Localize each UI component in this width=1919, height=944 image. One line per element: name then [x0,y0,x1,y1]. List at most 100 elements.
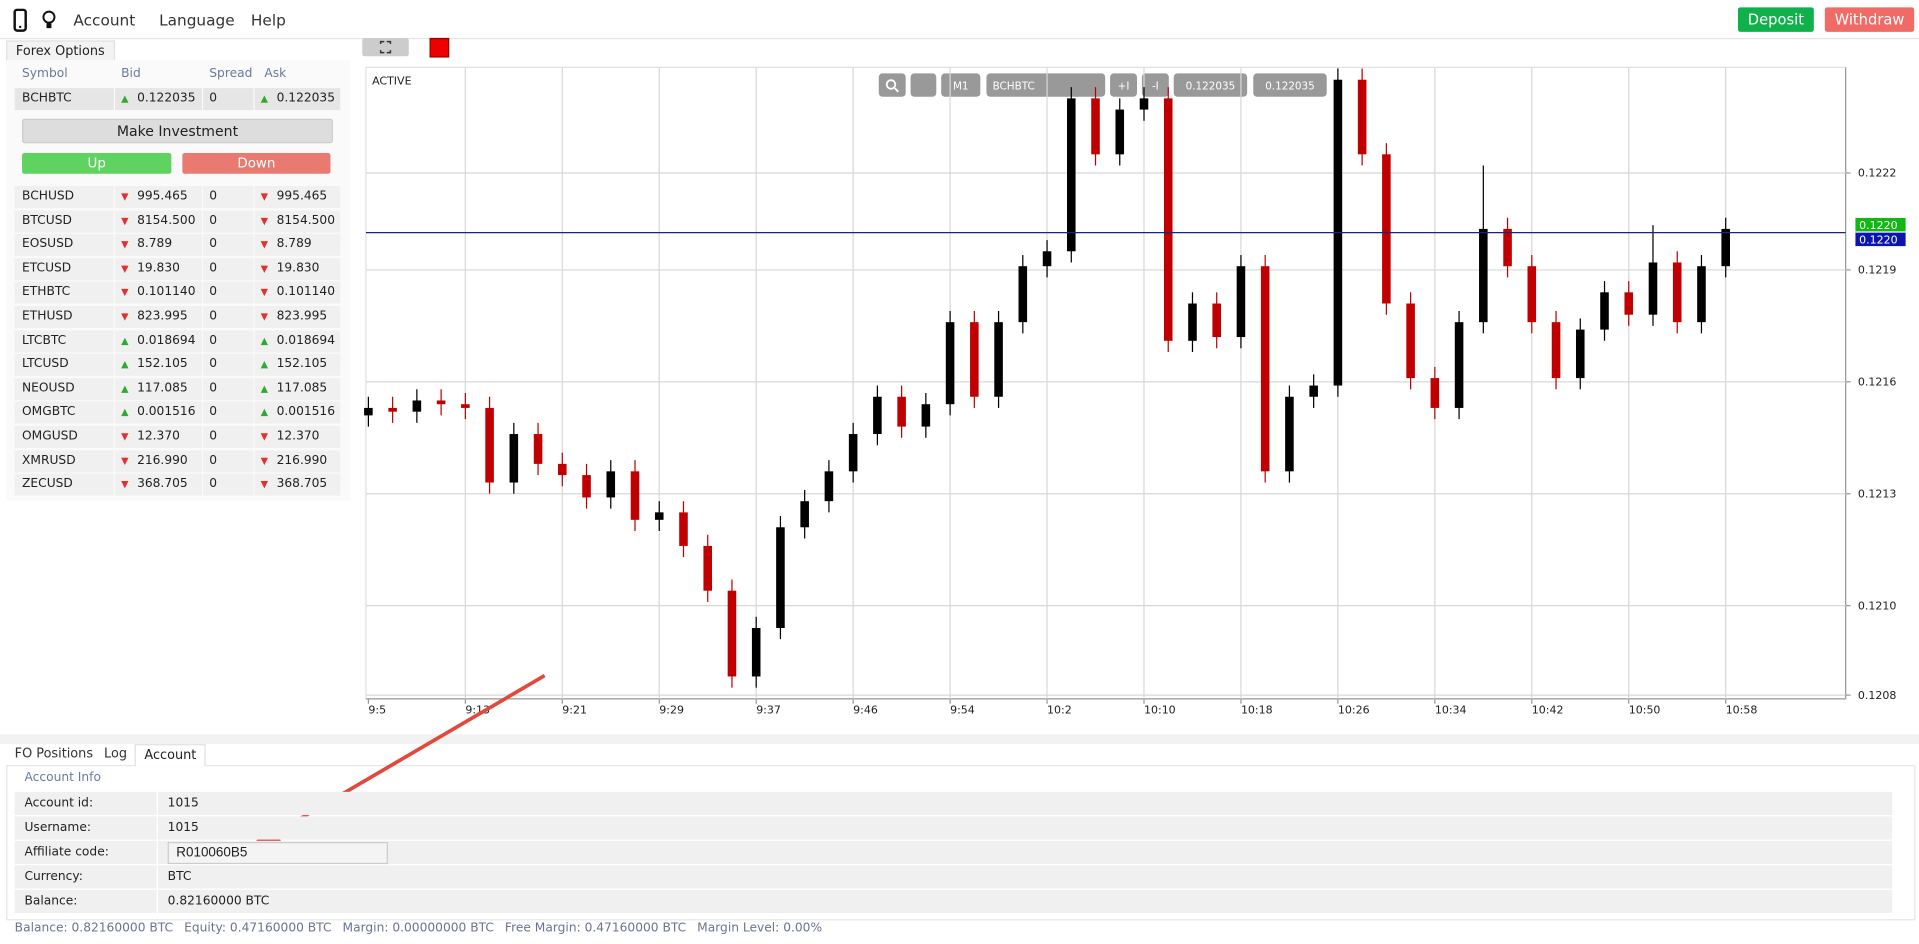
symbol-row[interactable]: OMGUSD 12.370 0 12.370 [14,425,341,448]
trend-arrow [121,241,129,249]
symbol-row[interactable]: ZECUSD 368.705 0 368.705 [14,473,341,496]
candle-body [1721,228,1730,267]
symbol-row[interactable]: ETCUSD 19.830 0 19.830 [14,257,341,281]
zoom-button[interactable] [878,73,906,97]
cell: 8154.500 [115,210,202,233]
candle-body [509,434,519,483]
candle-body [1212,303,1221,338]
price-label: 0.1220 [1859,234,1898,247]
chart-status: ACTIVE [372,74,412,87]
candle-body [1672,262,1682,323]
y-tick-label: 0.1213 [1858,487,1897,500]
cell: 0.122035 [254,88,341,111]
candle-body [1091,98,1100,155]
symbol-row[interactable]: BCHUSD 995.465 0 995.465 [14,186,341,209]
nav-item[interactable]: Help [250,11,286,30]
symbol-row[interactable]: LTCUSD 152.105 0 152.105 [14,353,341,376]
symbol-row[interactable]: LTCBTC 0.018694 0 0.018694 [14,329,341,352]
toolbar-button[interactable] [1141,73,1169,97]
symbol-row[interactable]: OMGBTC 0.001516 0 0.001516 [14,401,341,424]
candle-body [1648,262,1658,315]
spread: 0 [209,381,218,396]
symbol-row[interactable]: ETHBTC 0.101140 0 0.101140 [14,281,341,305]
deposit-button[interactable]: Deposit [1737,7,1814,32]
cell: OMGUSD [14,425,114,448]
trend-arrow [121,361,129,369]
x-tick-label: 9:54 [950,704,975,717]
symbol-row[interactable]: EOSUSD 8.789 0 8.789 [14,233,341,257]
cell: 0.101140 [115,281,202,305]
toolbar-button[interactable] [941,73,981,97]
cell: 368.705 [115,473,202,496]
nav-item[interactable]: Language [159,11,235,30]
trend-arrow [260,385,269,393]
bulb-icon[interactable] [40,10,57,32]
down-button[interactable]: Down [182,152,331,174]
candle-body [1285,396,1294,472]
bid: 152.105 [137,357,188,372]
candle-body [606,471,616,498]
splitter [0,734,1919,745]
toolbar-button[interactable] [1110,73,1138,97]
symbol: ETCUSD [22,261,72,276]
ask: 117.085 [276,381,328,396]
candle-body [1551,322,1561,379]
trend-arrow [260,313,269,321]
candle-body [751,627,761,677]
symbol-row[interactable]: ETHUSD 823.995 0 823.995 [14,305,341,329]
candle-body [897,396,906,427]
x-tick-label: 9:29 [659,704,684,717]
toolbar-button[interactable] [1173,73,1248,97]
withdraw-button[interactable]: Withdraw [1824,7,1915,32]
toolbar: M1 BCHBTC +I -I 0.122035 0.122035 [878,73,1327,97]
spread: 0 [209,477,218,492]
cell: EOSUSD [14,233,114,257]
panel-tab[interactable]: Forex Options [6,40,115,63]
bottom-tab[interactable]: Log [104,746,127,762]
price-badge [1855,217,1906,232]
ask: 8.789 [276,237,312,252]
toolbar-button[interactable] [986,73,1106,97]
toolbar-button[interactable] [910,73,937,97]
candle-body [1697,266,1706,323]
symbol-row[interactable]: XMRUSD 216.990 0 216.990 [14,449,341,472]
toolbar-button[interactable] [1253,73,1327,97]
spread: 0 [209,285,218,300]
x-tick-label: 9:46 [853,704,878,717]
candle-body [1600,292,1609,330]
bottom-tab[interactable]: FO Positions [14,746,94,762]
phone-icon[interactable] [12,8,29,33]
bottom-tab[interactable]: Account [134,744,207,767]
trend-arrow [260,481,269,489]
candle-body [679,512,688,546]
up-button[interactable]: Up [22,152,172,174]
symbol-row[interactable]: BTCUSD 8154.500 0 8154.500 [14,210,341,233]
field-value: 0.82160000 BTC [167,894,270,909]
symbol-row[interactable]: BCHBTC 0.122035 0 0.122035 [14,88,341,111]
affiliate-input[interactable]: R010060B5 [167,842,388,865]
cell: ETHBTC [14,281,114,305]
candle-body [1575,329,1585,379]
column-header: Bid [121,67,141,81]
x-tick-label: 10:58 [1726,704,1758,717]
fullscreen-button[interactable] [362,37,409,57]
cell: 19.830 [254,257,341,281]
cell: 0 [203,281,254,305]
trend-arrow [121,313,129,321]
cell: 0 [203,353,254,376]
cell: LTCBTC [14,329,114,352]
make-investment-button[interactable]: Make Investment [22,118,333,144]
color-swatch[interactable] [429,37,450,58]
cell: 0.122035 [115,88,202,111]
symbol-row[interactable]: NEOUSD 117.085 0 117.085 [14,377,341,400]
field-label: Balance: [24,894,78,909]
trend-arrow [121,337,129,345]
symbol: EOSUSD [22,237,74,252]
candle-body [364,407,373,416]
candle-body [1624,292,1634,315]
field-divider [156,816,158,840]
nav-item[interactable]: Account [73,11,136,30]
x-tick-label: 10:50 [1629,704,1661,717]
x-tick-label: 10:34 [1435,704,1467,717]
